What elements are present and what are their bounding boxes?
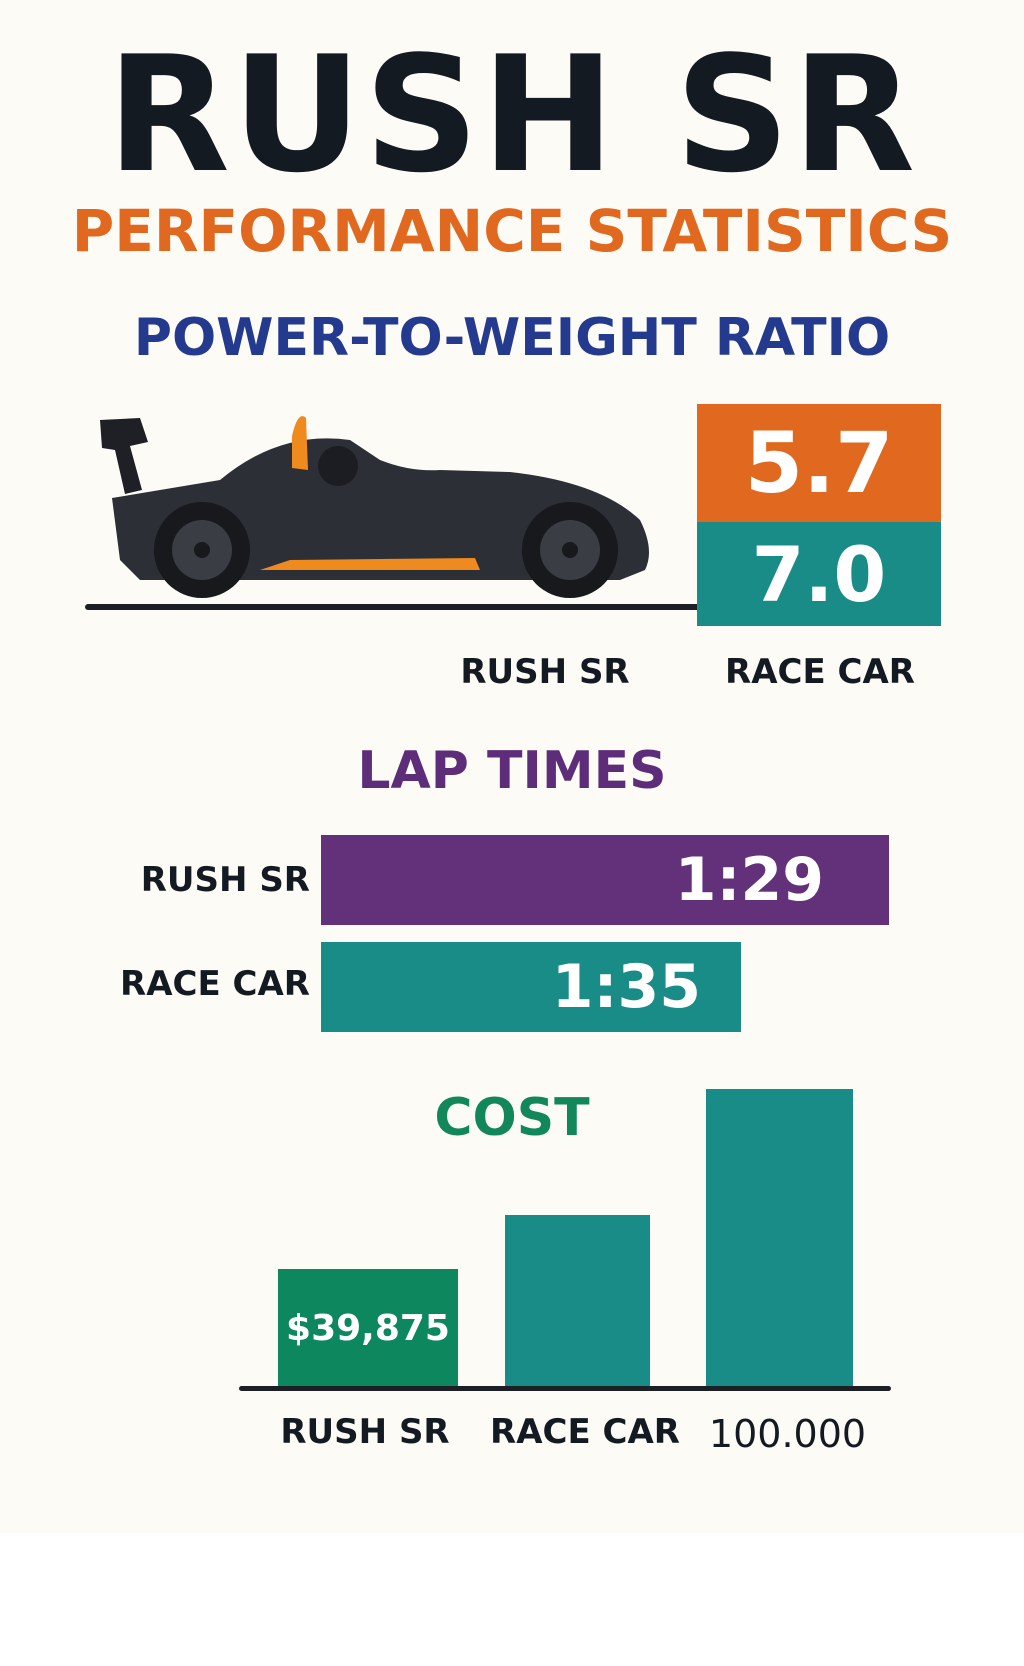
power-label-rush-sr: RUSH SR [460,652,630,692]
lap-label-race-car: RACE CAR [120,964,310,1004]
side-stripe [260,558,480,570]
cost-category-label: 100.000 [708,1412,867,1456]
lap-times-heading: LAP TIMES [357,741,667,801]
cost-baseline [239,1386,891,1391]
rear-wing [100,418,148,494]
cost-category-label: RACE CAR [490,1412,680,1452]
race-car-power-box: 7.0 [697,522,941,626]
page-title: RUSH SR [106,21,918,208]
power-label-race-car: RACE CAR [725,652,915,692]
lap-bar-rush-sr: 1:29 [321,835,889,925]
power-to-weight-heading: POWER-TO-WEIGHT RATIO [133,308,891,368]
page-subtitle: PERFORMANCE STATISTICS [71,197,953,265]
front-wheel [522,502,618,598]
cost-bar-1 [505,1214,650,1388]
lap-value-race-car: 1:35 [551,952,701,1022]
cost-heading: COST [434,1088,590,1148]
cost-bar-0: $39,875 [278,1268,458,1388]
race-car-illustration [85,416,700,610]
rush-sr-power-box: 5.7 [697,404,941,522]
lap-label-rush-sr: RUSH SR [140,860,310,900]
driver-helmet [318,446,358,486]
cost-data-label: $39,875 [286,1307,450,1349]
lap-bar-race-car: 1:35 [321,942,741,1032]
rollbar [292,416,308,470]
cost-category-label: RUSH SR [280,1412,450,1452]
lap-value-rush-sr: 1:29 [674,845,824,915]
ground-line [85,604,700,610]
cost-bar-2 [706,1089,853,1388]
rear-wheel [154,502,250,598]
